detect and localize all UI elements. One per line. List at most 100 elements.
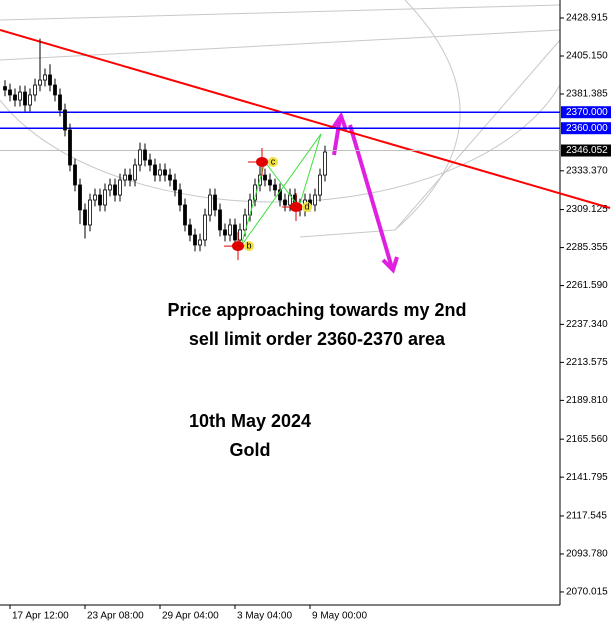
- candle-body: [23, 91, 27, 106]
- candle-body: [163, 169, 167, 176]
- pattern-label: b: [246, 240, 251, 250]
- arrow-head: [331, 111, 348, 131]
- y-tick-label: 2381.385: [566, 89, 608, 100]
- candle-body: [13, 94, 17, 101]
- y-tick-label: 2165.560: [566, 434, 608, 445]
- arrow-head: [381, 256, 399, 274]
- candle-body: [58, 94, 62, 111]
- candle-body: [93, 194, 97, 201]
- candle-body: [103, 189, 107, 206]
- candle-body: [223, 229, 227, 236]
- candle-body: [233, 224, 237, 241]
- candle-body: [193, 234, 197, 246]
- y-tick-label: 2093.780: [566, 549, 608, 560]
- candle-body: [43, 74, 47, 81]
- candle-body: [38, 79, 42, 86]
- annotation: sell limit order 2360-2370 area: [189, 329, 446, 349]
- level-label: 2346.052: [566, 145, 608, 156]
- candle-body: [143, 149, 147, 161]
- candle-body: [178, 189, 182, 206]
- x-tick-label: 29 Apr 04:00: [162, 611, 219, 622]
- x-tick-label: 23 Apr 08:00: [87, 611, 144, 622]
- candle-body: [198, 239, 202, 246]
- arrows: [331, 111, 399, 274]
- candle-body: [83, 209, 87, 226]
- candle-body: [283, 199, 287, 206]
- level-tag: [561, 144, 611, 157]
- candle-body: [108, 184, 112, 191]
- arc: [394, 0, 461, 231]
- level-label: 2370.000: [566, 107, 608, 118]
- candle-body: [168, 174, 172, 181]
- candle-body: [8, 89, 12, 96]
- candle-body: [213, 194, 217, 211]
- pattern-label-bg: [244, 241, 254, 252]
- candle-body: [313, 194, 317, 206]
- candle-body: [98, 194, 102, 206]
- candle-body: [153, 164, 157, 176]
- candle-body: [63, 109, 67, 131]
- candle-body: [33, 84, 37, 96]
- candle-body: [218, 209, 222, 231]
- candle-body: [88, 199, 92, 226]
- candle-body: [148, 159, 152, 166]
- x-tick-label: 17 Apr 12:00: [12, 611, 69, 622]
- y-tick-label: 2333.370: [566, 165, 608, 176]
- level-tag: [561, 122, 611, 135]
- candle-body: [173, 179, 177, 191]
- gann-lines: [0, 4, 561, 238]
- candle-body: [263, 174, 267, 181]
- candle-body: [138, 149, 142, 166]
- y-tick-label: 2237.340: [566, 319, 608, 330]
- annotation: Price approaching towards my 2nd: [167, 300, 466, 320]
- y-tick-label: 2141.795: [566, 472, 608, 483]
- candle-body: [183, 204, 187, 226]
- candle-body: [113, 184, 117, 196]
- annotation: 10th May 2024: [189, 411, 311, 431]
- candle-body: [53, 84, 57, 96]
- candle-body: [323, 151, 327, 176]
- candle-body: [158, 169, 162, 176]
- candle-body: [118, 179, 122, 196]
- candle-body: [28, 94, 32, 106]
- y-tick-label: 2309.125: [566, 204, 608, 215]
- pattern-label-bg: [302, 202, 312, 213]
- y-tick-label: 2405.150: [566, 51, 608, 62]
- y-tick-label: 2261.590: [566, 280, 608, 291]
- candle-body: [273, 184, 277, 191]
- level-label: 2360.000: [566, 123, 608, 134]
- candle-body: [73, 164, 77, 186]
- candle-body: [18, 91, 22, 101]
- arrow: [348, 124, 394, 269]
- level-tag: [561, 106, 611, 119]
- pattern-label-bg: [268, 156, 278, 167]
- candle-body: [203, 214, 207, 241]
- arrow: [332, 117, 342, 156]
- candle-body: [78, 184, 82, 211]
- trend-line: [0, 29, 611, 209]
- y-tick-label: 2213.575: [566, 357, 608, 368]
- pattern-label: d: [304, 201, 309, 211]
- y-tick-label: 2285.355: [566, 242, 608, 253]
- candle-body: [238, 229, 242, 241]
- candle-body: [68, 129, 72, 166]
- candle-body: [228, 224, 232, 236]
- candle-body: [128, 174, 132, 181]
- x-tick-label: 9 May 00:00: [312, 611, 367, 622]
- candle-body: [208, 194, 212, 216]
- y-tick-label: 2189.810: [566, 395, 608, 406]
- pattern-label: c: [271, 156, 276, 166]
- annotation: Gold: [230, 440, 271, 460]
- x-tick-label: 3 May 04:00: [237, 611, 292, 622]
- candle-body: [48, 74, 52, 86]
- candle-body: [188, 224, 192, 236]
- y-tick-label: 2117.545: [566, 511, 607, 522]
- y-tick-label: 2070.015: [566, 587, 608, 598]
- candle-body: [268, 179, 272, 186]
- candle-body: [243, 214, 247, 231]
- y-tick-label: 2428.915: [566, 13, 608, 24]
- candle-body: [123, 174, 127, 181]
